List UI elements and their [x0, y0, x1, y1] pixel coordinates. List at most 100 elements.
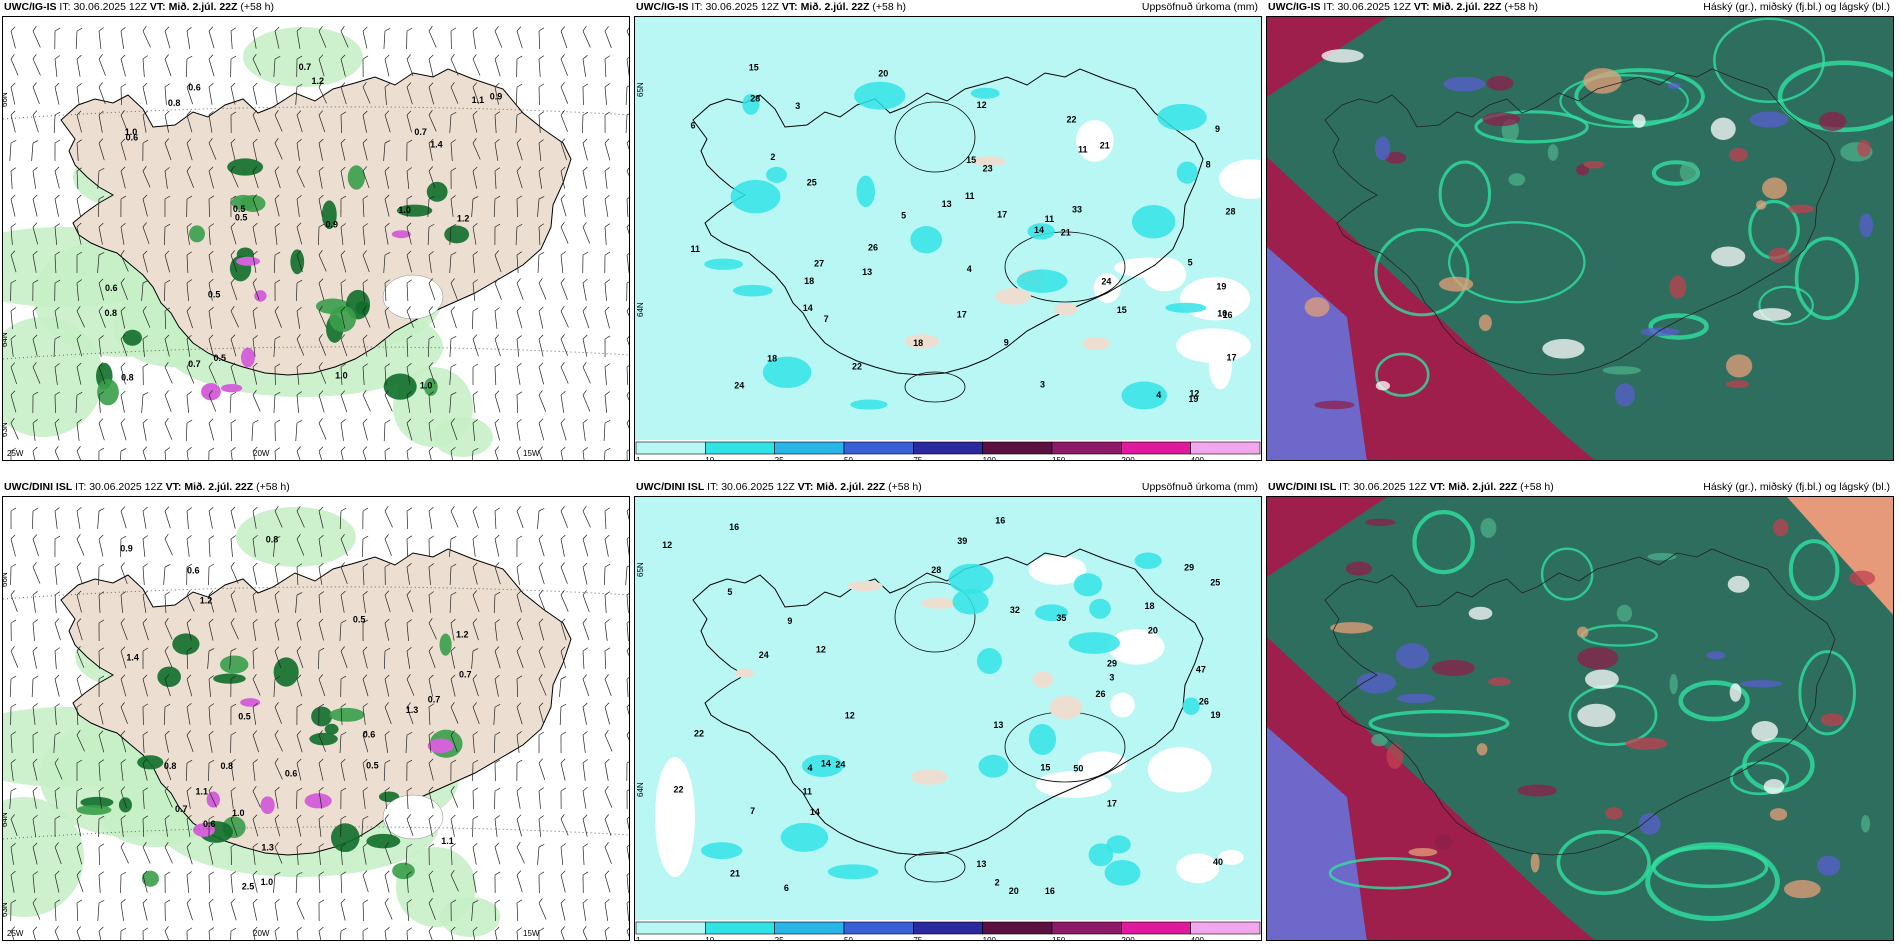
precip-value-label: 9: [1215, 124, 1220, 134]
precip-value-label: 27: [814, 258, 824, 268]
valid-label: VT:: [797, 481, 814, 493]
colorbar-tick: 150: [1052, 936, 1066, 940]
precip-value-label: 3: [795, 101, 800, 111]
precip-value-label: 11: [1045, 214, 1055, 224]
precip-value-label: 0.6: [188, 83, 201, 93]
precip-value-label: 15: [1117, 305, 1127, 315]
init-time: 30.06.2025 12Z: [1337, 1, 1411, 13]
precip-value-label: 1.0: [125, 127, 138, 137]
lon-label: 20W: [253, 929, 270, 938]
precip-value-label: 18: [804, 276, 814, 286]
panel-header: UWC/IG-IS IT: 30.06.2025 12Z VT: Mið. 2.…: [4, 1, 274, 13]
model-name: UWC/IG-IS: [1268, 1, 1321, 13]
panel-header: UWC/DINI ISL IT: 30.06.2025 12Z VT: Mið.…: [1268, 481, 1554, 493]
colorbar-segment: [705, 921, 775, 935]
precip-value-label: 21: [1061, 227, 1071, 237]
cloud-map-panel[interactable]: [1266, 16, 1894, 461]
valid-label: VT:: [149, 1, 166, 13]
precip-value-label: 1.3: [261, 843, 274, 853]
precip-value-label: 13: [942, 199, 952, 209]
precip-value-label: 11: [690, 244, 700, 254]
precip-value-label: 14: [810, 807, 820, 817]
precip-value-label: 12: [662, 540, 672, 550]
precip-value-label: 1.2: [457, 213, 470, 223]
precip-value-label: 0.7: [428, 694, 441, 704]
valid-label: VT:: [1429, 481, 1446, 493]
precip-value-label: 16: [1045, 886, 1055, 896]
precip-map-panel[interactable]: 3 2 4 5 15 16 12 22 20 29 16 21 26 24 18 14 13 12 35 16 29 24…: [634, 496, 1262, 941]
colorbar-tick: 1: [636, 456, 641, 460]
precip-value-label: 28: [1225, 207, 1235, 217]
precip-value-label: 26: [868, 242, 878, 252]
precip-value-label: 35: [1056, 613, 1066, 623]
precip-value-label: 21: [730, 869, 740, 879]
lead-time: (+58 h): [240, 1, 274, 13]
field-title: Uppsöfnuð úrkoma (mm): [1141, 1, 1258, 13]
colorbar-tick: 10: [705, 936, 714, 940]
colorbar-tick: 200: [1121, 936, 1135, 940]
precip-value-label: 4: [808, 763, 813, 773]
colorbar-segment: [635, 921, 706, 935]
valid-time: Mið. 2.júl. 22Z: [816, 481, 886, 493]
precip-value-label: 1.0: [232, 808, 245, 818]
precip-value-label: 7: [824, 314, 829, 324]
precip-value-label: 0.5: [208, 289, 221, 299]
precip-value-label: 18: [1145, 601, 1155, 611]
panel-header: UWC/IG-IS IT: 30.06.2025 12Z VT: Mið. 2.…: [636, 1, 906, 13]
precip-value-label: 0.8: [105, 308, 118, 318]
colorbar-segment: [1051, 921, 1122, 935]
colorbar-segment: [982, 921, 1053, 935]
colorbar-segment: [843, 921, 914, 935]
precip-value-label: 0.5: [233, 204, 246, 214]
lon-label: 20W: [253, 449, 270, 458]
precip-value-label: 17: [1227, 352, 1237, 362]
precip-value-label: 29: [1107, 659, 1117, 669]
precip-value-label: 11: [1078, 144, 1088, 154]
wind-map-panel[interactable]: 0.8 1.2 0.5 1.0 0.8 0.6 0.9 0.7 0.5 1.1 0.7 0.6 1.0 0…: [2, 16, 630, 461]
precip-value-label: 16: [995, 515, 1005, 525]
precip-value-label: 0.6: [187, 566, 200, 576]
precip-value-label: 5: [727, 587, 732, 597]
precip-value-label: 0.7: [188, 359, 201, 369]
lat-label: 66N: [3, 92, 9, 107]
colorbar-segment: [982, 441, 1053, 455]
init-time: 30.06.2025 12Z: [705, 1, 779, 13]
precip-value-label: 2: [995, 877, 1000, 887]
precip-value-label: 19: [1216, 281, 1226, 291]
precip-value-label: 26: [1096, 689, 1106, 699]
colorbar-tick: 10: [705, 456, 714, 460]
precip-value-label: 0.8: [266, 535, 279, 545]
precip-value-label: 13: [993, 720, 1003, 730]
cloud-map-panel[interactable]: [1266, 496, 1894, 941]
precip-value-label: 18: [767, 354, 777, 364]
precip-value-label: 1.0: [398, 205, 411, 215]
precip-map-panel[interactable]: 3 2 5 4 14 12 7 19 17 18 11 12 24 21 13 15 20 25 21 11 9 5 6 22…: [634, 16, 1262, 461]
precip-value-label: 17: [997, 209, 1007, 219]
init-time: 30.06.2025 12Z: [73, 1, 147, 13]
colorbar-tick: 200: [1121, 456, 1135, 460]
lead-time: (+58 h): [888, 481, 922, 493]
precip-value-label: 0.5: [366, 761, 379, 771]
precip-value-label: 1.2: [456, 629, 469, 639]
precip-value-label: 1.0: [420, 380, 433, 390]
panel-header: UWC/DINI ISL IT: 30.06.2025 12Z VT: Mið.…: [4, 481, 290, 493]
colorbar-segment: [913, 921, 983, 935]
wind-map-panel[interactable]: 0.8 0.6 0.8 0.5 0.6 1.2 0.6 1.0 0.5 1.3 0.7 1.1 0.9 1…: [2, 496, 630, 941]
precip-value-label: 4: [967, 264, 972, 274]
wind-map-svg: 0.81.20.51.00.80.60.90.70.51.10.70.61.00…: [3, 17, 629, 460]
valid-time: Mið. 2.júl. 22Z: [800, 1, 870, 13]
precip-value-label: 0.8: [164, 761, 177, 771]
precip-value-label: 1.1: [196, 786, 209, 796]
precip-value-label: 0.6: [203, 819, 216, 829]
init-time: 30.06.2025 12Z: [89, 481, 163, 493]
precip-value-label: 19: [1210, 710, 1220, 720]
valid-time: Mið. 2.júl. 22Z: [1432, 1, 1502, 13]
precip-map-svg: 3254141271917181112242113152025211195622…: [635, 17, 1261, 460]
colorbar-tick: 25: [775, 456, 784, 460]
colorbar-tick: 25: [775, 936, 784, 940]
colorbar-segment: [1190, 921, 1261, 935]
precip-value-label: 1.4: [126, 653, 139, 663]
colorbar-tick: 150: [1052, 456, 1066, 460]
precip-value-label: 16: [1223, 310, 1233, 320]
lon-label: 15W: [523, 449, 540, 458]
